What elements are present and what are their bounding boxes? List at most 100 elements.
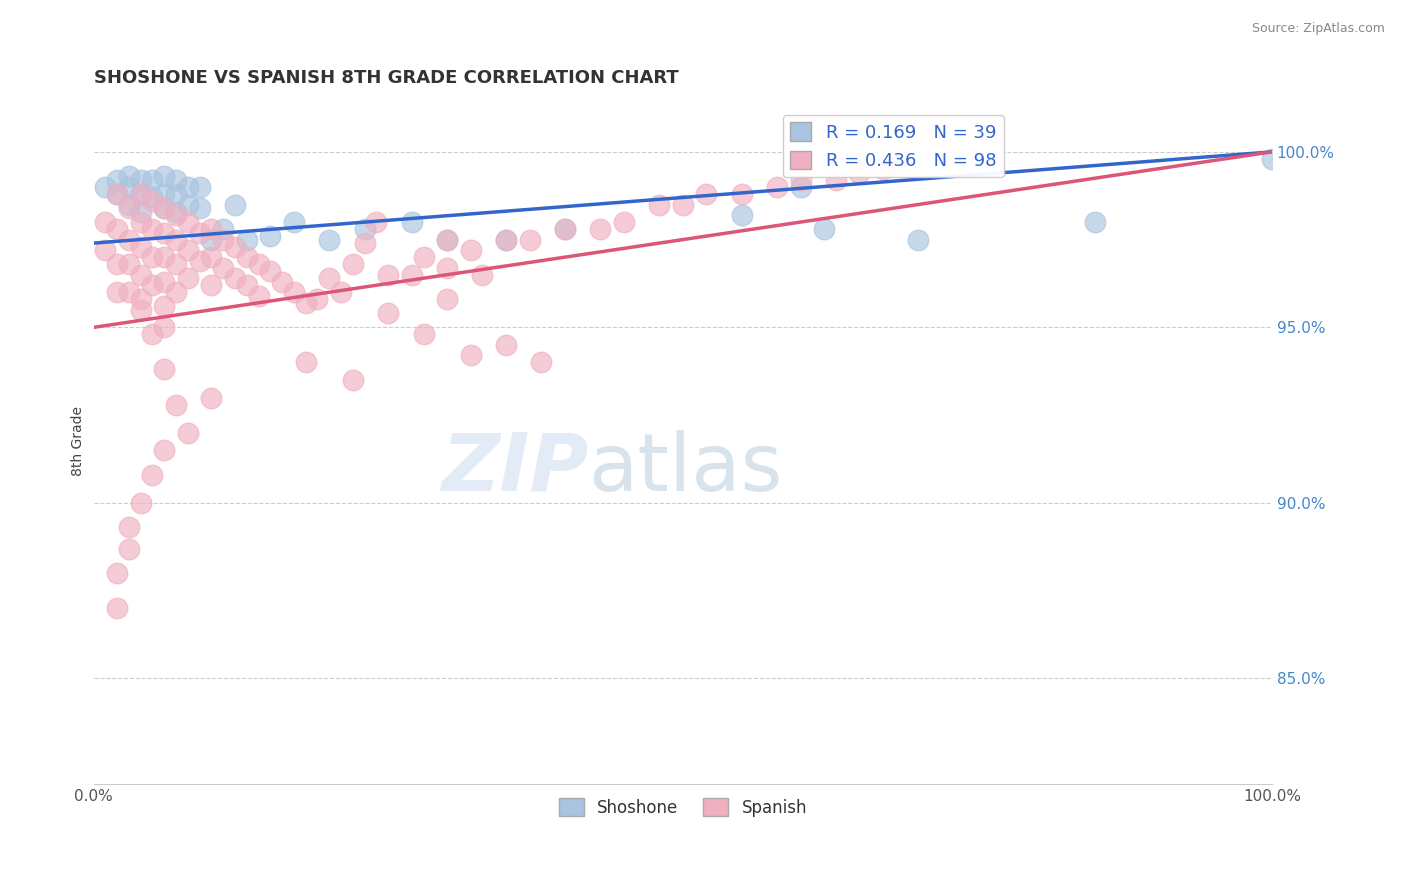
- Point: [200, 391, 222, 405]
- Point: [224, 197, 246, 211]
- Point: [495, 338, 517, 352]
- Point: [165, 208, 187, 222]
- Point: [129, 173, 152, 187]
- Point: [436, 233, 458, 247]
- Point: [259, 264, 281, 278]
- Point: [848, 166, 870, 180]
- Point: [118, 541, 141, 556]
- Point: [412, 250, 434, 264]
- Point: [554, 222, 576, 236]
- Point: [519, 233, 541, 247]
- Point: [377, 268, 399, 282]
- Point: [695, 186, 717, 201]
- Point: [141, 467, 163, 482]
- Point: [153, 299, 176, 313]
- Point: [118, 285, 141, 300]
- Point: [141, 194, 163, 208]
- Point: [188, 226, 211, 240]
- Point: [283, 215, 305, 229]
- Point: [129, 268, 152, 282]
- Point: [153, 169, 176, 184]
- Point: [813, 222, 835, 236]
- Point: [141, 250, 163, 264]
- Point: [495, 233, 517, 247]
- Point: [318, 271, 340, 285]
- Point: [153, 362, 176, 376]
- Point: [141, 278, 163, 293]
- Point: [118, 201, 141, 215]
- Point: [177, 271, 200, 285]
- Point: [648, 197, 671, 211]
- Point: [177, 243, 200, 257]
- Point: [165, 257, 187, 271]
- Point: [165, 173, 187, 187]
- Point: [153, 226, 176, 240]
- Point: [353, 236, 375, 251]
- Point: [188, 180, 211, 194]
- Point: [177, 180, 200, 194]
- Point: [236, 278, 259, 293]
- Point: [165, 398, 187, 412]
- Point: [436, 293, 458, 307]
- Point: [129, 204, 152, 219]
- Point: [825, 173, 848, 187]
- Point: [105, 566, 128, 580]
- Point: [94, 243, 117, 257]
- Point: [188, 201, 211, 215]
- Text: Source: ZipAtlas.com: Source: ZipAtlas.com: [1251, 22, 1385, 36]
- Point: [105, 601, 128, 615]
- Point: [307, 293, 329, 307]
- Point: [118, 257, 141, 271]
- Point: [200, 250, 222, 264]
- Point: [730, 186, 752, 201]
- Point: [366, 215, 388, 229]
- Text: SHOSHONE VS SPANISH 8TH GRADE CORRELATION CHART: SHOSHONE VS SPANISH 8TH GRADE CORRELATIO…: [94, 69, 678, 87]
- Point: [377, 306, 399, 320]
- Point: [212, 222, 235, 236]
- Point: [118, 233, 141, 247]
- Point: [766, 180, 789, 194]
- Point: [460, 348, 482, 362]
- Text: ZIP: ZIP: [441, 430, 589, 508]
- Point: [613, 215, 636, 229]
- Point: [1084, 215, 1107, 229]
- Point: [589, 222, 612, 236]
- Point: [436, 260, 458, 275]
- Point: [236, 233, 259, 247]
- Point: [224, 271, 246, 285]
- Point: [530, 355, 553, 369]
- Point: [141, 222, 163, 236]
- Point: [129, 186, 152, 201]
- Point: [342, 373, 364, 387]
- Point: [118, 180, 141, 194]
- Point: [318, 233, 340, 247]
- Point: [283, 285, 305, 300]
- Point: [401, 268, 423, 282]
- Point: [554, 222, 576, 236]
- Point: [177, 215, 200, 229]
- Point: [212, 233, 235, 247]
- Point: [177, 197, 200, 211]
- Point: [105, 173, 128, 187]
- Point: [177, 425, 200, 440]
- Point: [730, 208, 752, 222]
- Point: [200, 278, 222, 293]
- Point: [789, 173, 811, 187]
- Point: [165, 204, 187, 219]
- Point: [200, 222, 222, 236]
- Point: [342, 257, 364, 271]
- Point: [165, 186, 187, 201]
- Point: [118, 169, 141, 184]
- Point: [294, 295, 316, 310]
- Point: [129, 302, 152, 317]
- Point: [789, 180, 811, 194]
- Point: [153, 201, 176, 215]
- Point: [165, 233, 187, 247]
- Point: [872, 162, 894, 177]
- Legend: Shoshone, Spanish: Shoshone, Spanish: [553, 792, 814, 823]
- Point: [224, 239, 246, 253]
- Point: [401, 215, 423, 229]
- Point: [495, 233, 517, 247]
- Point: [883, 159, 905, 173]
- Point: [118, 520, 141, 534]
